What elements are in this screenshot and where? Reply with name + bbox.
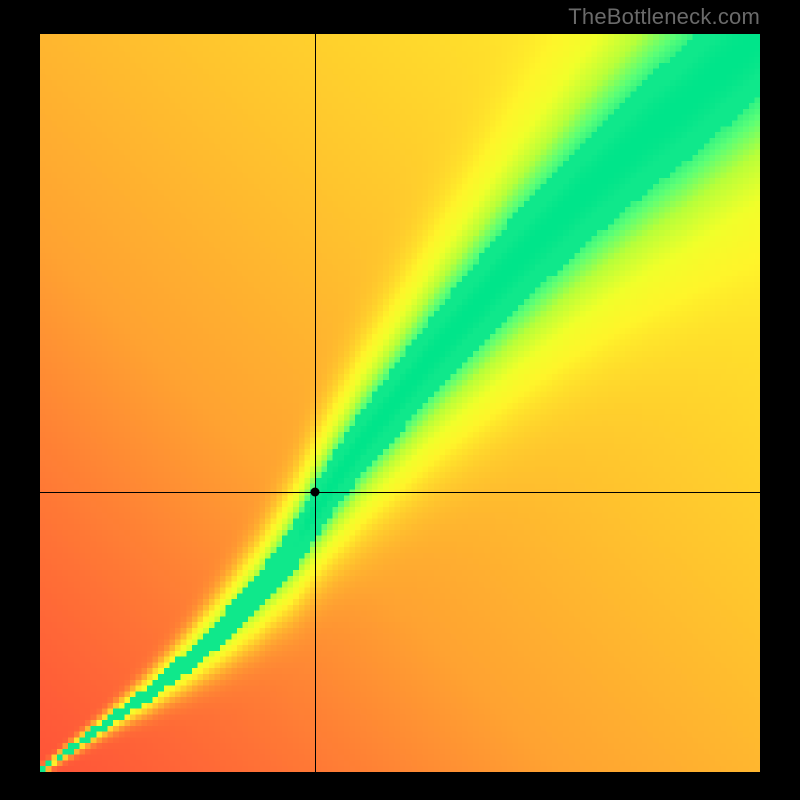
crosshair-horizontal <box>40 492 760 493</box>
crosshair-marker <box>311 487 320 496</box>
crosshair-vertical <box>315 34 316 772</box>
attribution-label: TheBottleneck.com <box>568 4 760 30</box>
chart-frame: TheBottleneck.com <box>0 0 800 800</box>
heatmap-canvas <box>40 34 760 772</box>
